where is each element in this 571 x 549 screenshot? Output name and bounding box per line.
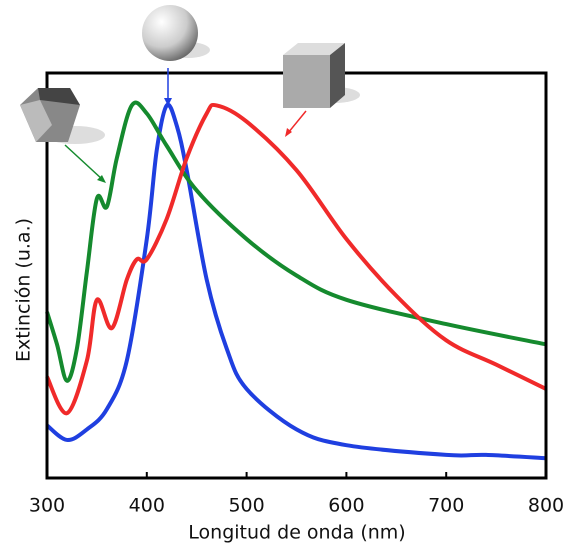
x-tick-label: 700 [428,495,464,517]
x-axis-label: Longitud de onda (nm) [188,522,405,544]
arrow-head [285,128,292,137]
line-series [45,100,547,383]
arrow [287,110,307,134]
x-tick-label: 500 [228,495,264,517]
arrow [64,144,104,181]
line-series [45,102,547,461]
cube-icon [283,43,360,108]
arrow-head [97,175,106,183]
y-axis-label: Extinción (u.a.) [13,218,35,362]
x-tick-label: 800 [528,495,564,517]
line-series [45,102,547,416]
x-tick-label: 300 [29,495,65,517]
x-tick-label: 400 [129,495,165,517]
octahedron-icon [20,88,105,144]
arrow-head [164,98,172,106]
x-tick-label: 600 [328,495,364,517]
sphere-icon [142,5,210,61]
